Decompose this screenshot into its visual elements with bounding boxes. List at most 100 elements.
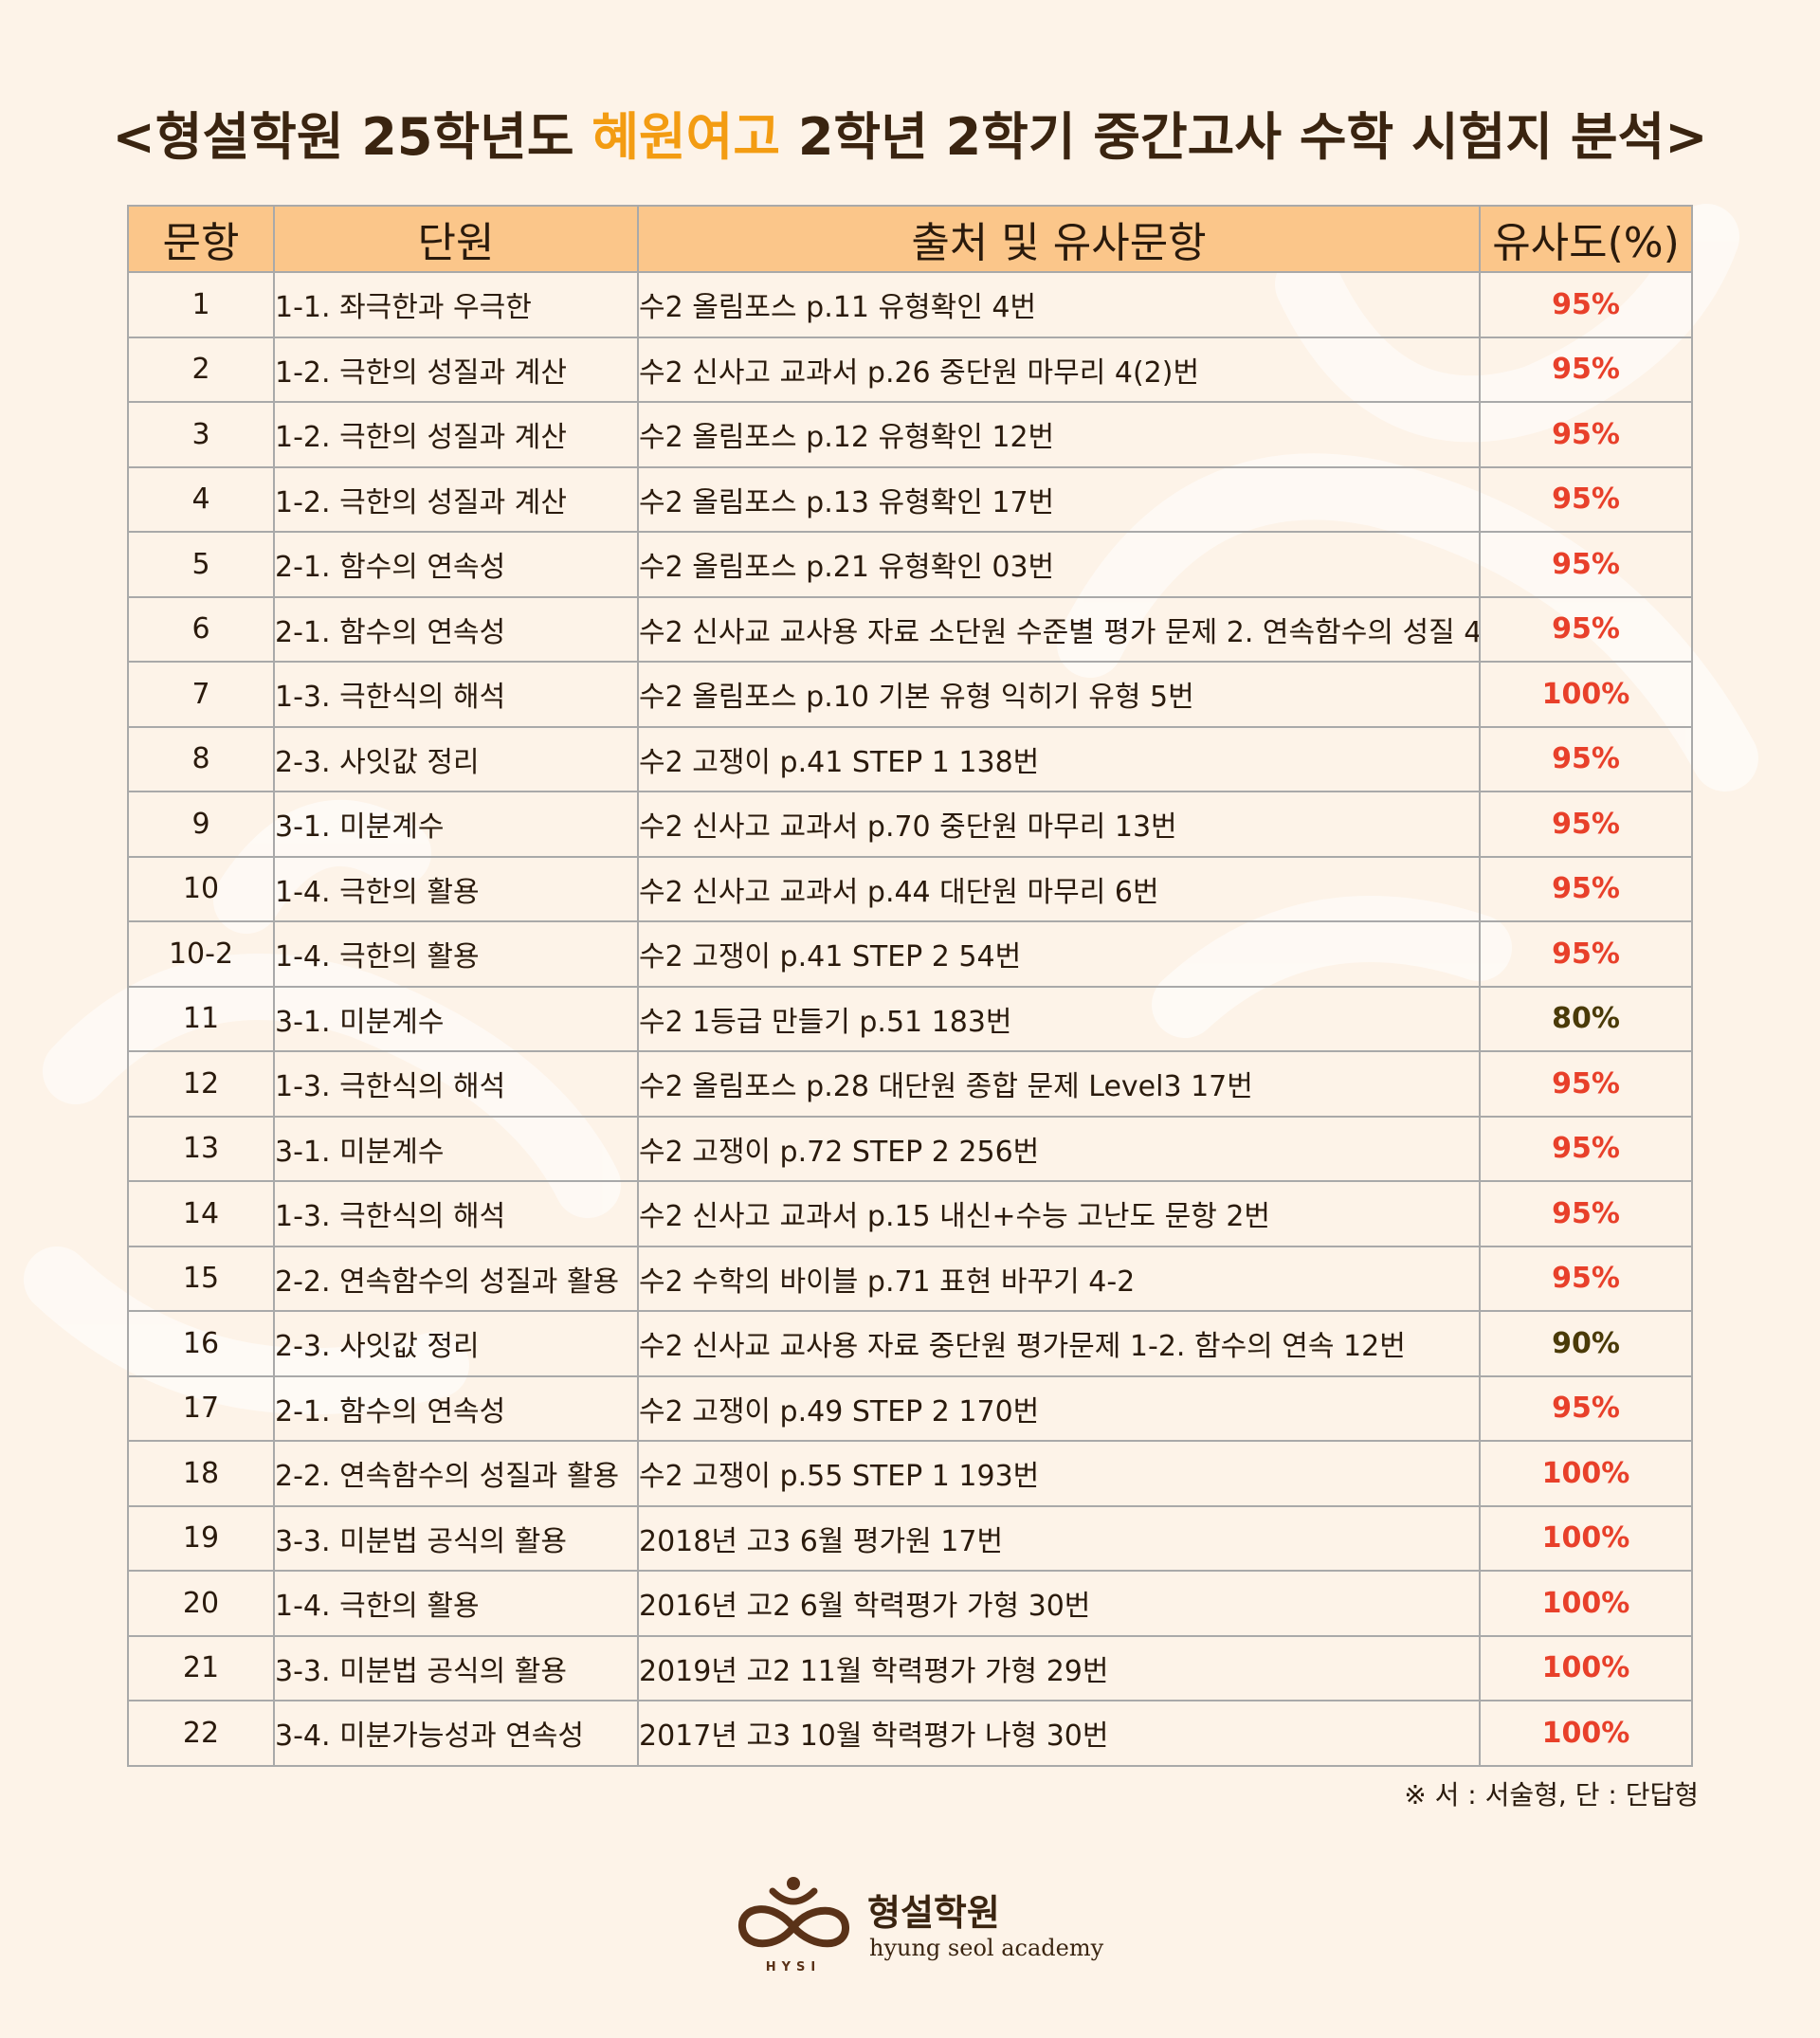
table-row: 16 2-3. 사잇값 정리 수2 신사교 교사용 자료 중단원 평가문제 1-2.… bbox=[127, 1310, 1693, 1377]
cell-similarity: 100% bbox=[1479, 1440, 1693, 1507]
cell-similarity: 100% bbox=[1479, 1634, 1693, 1701]
logo-name-english: hyung seol academy bbox=[869, 1935, 1104, 1961]
cell-question-number: 2 bbox=[127, 336, 275, 403]
table-row: 14 1-3. 극한식의 해석 수2 신사고 교과서 p.15 내신+수능 고난도 … bbox=[127, 1180, 1693, 1247]
table-row: 13 3-1. 미분계수 수2 고쟁이 p.72 STEP 2 256번 95% bbox=[127, 1115, 1693, 1182]
header-source: 출처 및 유사문항 bbox=[637, 205, 1481, 273]
cell-similarity: 95% bbox=[1479, 531, 1693, 598]
cell-similarity: 100% bbox=[1479, 1504, 1693, 1572]
cell-unit: 1-2. 극한의 성질과 계산 bbox=[273, 465, 639, 533]
table-row: 15 2-2. 연속함수의 성질과 활용 수2 수학의 바이블 p.71 표현 바꾸… bbox=[127, 1245, 1693, 1312]
analysis-table: 문항 단원 출처 및 유사문항 유사도(%) 1 1-1. 좌극한과 우극한 수2 … bbox=[127, 205, 1693, 1767]
cell-source: 2017년 고3 10월 학력평가 나형 30번 bbox=[637, 1700, 1481, 1767]
cell-question-number: 22 bbox=[127, 1700, 275, 1767]
cell-similarity: 95% bbox=[1479, 401, 1693, 468]
cell-question-number: 17 bbox=[127, 1374, 275, 1442]
table-row: 9 3-1. 미분계수 수2 신사고 교과서 p.70 중단원 마무리 13번 95% bbox=[127, 791, 1693, 858]
cell-source: 수2 고쟁이 p.41 STEP 2 54번 bbox=[637, 920, 1481, 988]
cell-unit: 1-4. 극한의 활용 bbox=[273, 1570, 639, 1637]
cell-question-number: 1 bbox=[127, 271, 275, 338]
header-unit: 단원 bbox=[273, 205, 639, 273]
cell-unit: 2-1. 함수의 연속성 bbox=[273, 531, 639, 598]
table-row: 4 1-2. 극한의 성질과 계산 수2 올림포스 p.13 유형확인 17번 95% bbox=[127, 465, 1693, 533]
cell-question-number: 10 bbox=[127, 855, 275, 922]
cell-similarity: 80% bbox=[1479, 985, 1693, 1052]
cell-unit: 1-3. 극한식의 해석 bbox=[273, 1050, 639, 1118]
cell-similarity: 95% bbox=[1479, 855, 1693, 922]
cell-similarity: 95% bbox=[1479, 465, 1693, 533]
table-body: 1 1-1. 좌극한과 우극한 수2 올림포스 p.11 유형확인 4번 95% 2 1-… bbox=[127, 271, 1693, 1767]
cell-similarity: 100% bbox=[1479, 1700, 1693, 1767]
table-row: 2 1-2. 극한의 성질과 계산 수2 신사고 교과서 p.26 중단원 마무리 … bbox=[127, 336, 1693, 403]
academy-logo-icon: HYSI bbox=[738, 1877, 849, 1974]
cell-unit: 3-3. 미분법 공식의 활용 bbox=[273, 1634, 639, 1701]
cell-source: 2016년 고2 6월 학력평가 가형 30번 bbox=[637, 1570, 1481, 1637]
cell-question-number: 15 bbox=[127, 1245, 275, 1312]
cell-similarity: 90% bbox=[1479, 1310, 1693, 1377]
cell-source: 2018년 고3 6월 평가원 17번 bbox=[637, 1504, 1481, 1572]
cell-unit: 1-2. 극한의 성질과 계산 bbox=[273, 336, 639, 403]
cell-question-number: 3 bbox=[127, 401, 275, 468]
cell-question-number: 7 bbox=[127, 661, 275, 728]
table-row: 19 3-3. 미분법 공식의 활용 2018년 고3 6월 평가원 17번 100% bbox=[127, 1504, 1693, 1572]
cell-unit: 3-3. 미분법 공식의 활용 bbox=[273, 1504, 639, 1572]
cell-unit: 3-4. 미분가능성과 연속성 bbox=[273, 1700, 639, 1767]
cell-source: 수2 신사고 교과서 p.26 중단원 마무리 4(2)번 bbox=[637, 336, 1481, 403]
cell-question-number: 10-2 bbox=[127, 920, 275, 988]
cell-source: 수2 신사고 교과서 p.15 내신+수능 고난도 문항 2번 bbox=[637, 1180, 1481, 1247]
cell-source: 수2 신사고 교과서 p.44 대단원 마무리 6번 bbox=[637, 855, 1481, 922]
cell-source: 수2 고쟁이 p.55 STEP 1 193번 bbox=[637, 1440, 1481, 1507]
cell-question-number: 14 bbox=[127, 1180, 275, 1247]
header-question-number: 문항 bbox=[127, 205, 275, 273]
cell-unit: 1-3. 극한식의 해석 bbox=[273, 1180, 639, 1247]
cell-question-number: 12 bbox=[127, 1050, 275, 1118]
table-row: 7 1-3. 극한식의 해석 수2 올림포스 p.10 기본 유형 익히기 유형 5… bbox=[127, 661, 1693, 728]
cell-unit: 2-1. 함수의 연속성 bbox=[273, 1374, 639, 1442]
cell-question-number: 9 bbox=[127, 791, 275, 858]
table-row: 12 1-3. 극한식의 해석 수2 올림포스 p.28 대단원 종합 문제 Lev… bbox=[127, 1050, 1693, 1118]
cell-source: 수2 고쟁이 p.49 STEP 2 170번 bbox=[637, 1374, 1481, 1442]
header-similarity: 유사도(%) bbox=[1479, 205, 1693, 273]
table-header-row: 문항 단원 출처 및 유사문항 유사도(%) bbox=[127, 205, 1693, 273]
table-row: 6 2-1. 함수의 연속성 수2 신사교 교사용 자료 소단원 수준별 평가 문제… bbox=[127, 595, 1693, 663]
cell-unit: 2-2. 연속함수의 성질과 활용 bbox=[273, 1245, 639, 1312]
cell-similarity: 95% bbox=[1479, 791, 1693, 858]
table-row: 5 2-1. 함수의 연속성 수2 올림포스 p.21 유형확인 03번 95% bbox=[127, 531, 1693, 598]
cell-unit: 2-3. 사잇값 정리 bbox=[273, 725, 639, 792]
table-row: 18 2-2. 연속함수의 성질과 활용 수2 고쟁이 p.55 STEP 1 19… bbox=[127, 1440, 1693, 1507]
table-row: 22 3-4. 미분가능성과 연속성 2017년 고3 10월 학력평가 나형 30… bbox=[127, 1700, 1693, 1767]
cell-source: 수2 올림포스 p.28 대단원 종합 문제 Level3 17번 bbox=[637, 1050, 1481, 1118]
cell-source: 수2 올림포스 p.13 유형확인 17번 bbox=[637, 465, 1481, 533]
cell-similarity: 95% bbox=[1479, 271, 1693, 338]
table-row: 17 2-1. 함수의 연속성 수2 고쟁이 p.49 STEP 2 170번 95% bbox=[127, 1374, 1693, 1442]
cell-unit: 1-3. 극한식의 해석 bbox=[273, 661, 639, 728]
cell-question-number: 8 bbox=[127, 725, 275, 792]
cell-question-number: 11 bbox=[127, 985, 275, 1052]
cell-source: 수2 고쟁이 p.72 STEP 2 256번 bbox=[637, 1115, 1481, 1182]
cell-unit: 3-1. 미분계수 bbox=[273, 791, 639, 858]
table-row: 3 1-2. 극한의 성질과 계산 수2 올림포스 p.12 유형확인 12번 95% bbox=[127, 401, 1693, 468]
table-row: 10 1-4. 극한의 활용 수2 신사고 교과서 p.44 대단원 마무리 6번 9… bbox=[127, 855, 1693, 922]
logo-name-korean: 형설학원 bbox=[867, 1891, 1000, 1934]
title-prefix: <형설학원 25학년도 bbox=[112, 107, 592, 167]
cell-source: 수2 올림포스 p.10 기본 유형 익히기 유형 5번 bbox=[637, 661, 1481, 728]
cell-question-number: 16 bbox=[127, 1310, 275, 1377]
cell-unit: 2-3. 사잇값 정리 bbox=[273, 1310, 639, 1377]
table-row: 1 1-1. 좌극한과 우극한 수2 올림포스 p.11 유형확인 4번 95% bbox=[127, 271, 1693, 338]
cell-unit: 2-2. 연속함수의 성질과 활용 bbox=[273, 1440, 639, 1507]
legend-note: ※ 서 : 서술형, 단 : 단답형 bbox=[1404, 1779, 1699, 1811]
cell-source: 수2 올림포스 p.11 유형확인 4번 bbox=[637, 271, 1481, 338]
cell-unit: 3-1. 미분계수 bbox=[273, 985, 639, 1052]
cell-question-number: 4 bbox=[127, 465, 275, 533]
cell-source: 수2 고쟁이 p.41 STEP 1 138번 bbox=[637, 725, 1481, 792]
cell-similarity: 95% bbox=[1479, 336, 1693, 403]
cell-unit: 1-2. 극한의 성질과 계산 bbox=[273, 401, 639, 468]
table-row: 11 3-1. 미분계수 수2 1등급 만들기 p.51 183번 80% bbox=[127, 985, 1693, 1052]
title-suffix: 2학년 2학기 중간고사 수학 시험지 분석> bbox=[780, 107, 1708, 167]
cell-similarity: 95% bbox=[1479, 725, 1693, 792]
cell-source: 수2 신사교 교사용 자료 중단원 평가문제 1-2. 함수의 연속 12번 bbox=[637, 1310, 1481, 1377]
cell-source: 수2 신사고 교과서 p.70 중단원 마무리 13번 bbox=[637, 791, 1481, 858]
cell-unit: 2-1. 함수의 연속성 bbox=[273, 595, 639, 663]
cell-question-number: 13 bbox=[127, 1115, 275, 1182]
cell-similarity: 95% bbox=[1479, 1180, 1693, 1247]
